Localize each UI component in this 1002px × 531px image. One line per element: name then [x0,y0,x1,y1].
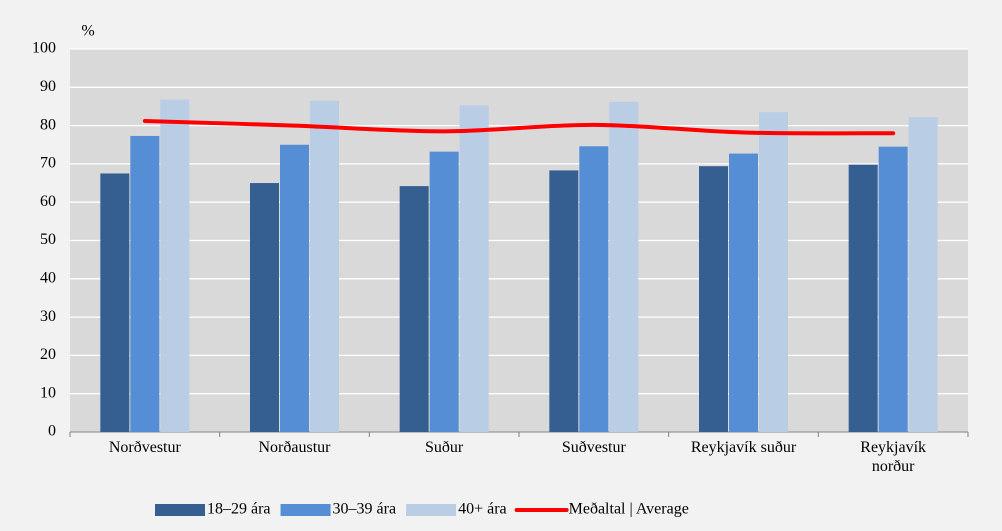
bar [609,101,639,432]
y-tick-label: 70 [40,155,56,172]
y-tick-label: 100 [32,40,56,57]
bar [729,153,758,432]
y-axis-label: % [81,23,94,40]
legend-label: 18–29 ára [207,501,271,518]
legend-swatch [155,504,205,516]
bar [759,112,788,432]
x-tick-label: Suðvestur [561,439,626,456]
x-tick-label: Reykjavík suður [690,439,797,456]
y-tick-label: 60 [40,193,56,210]
y-tick-label: 50 [40,231,56,248]
average-line [142,119,896,136]
bar [459,105,489,433]
legend-swatch [280,504,331,516]
legend-label: Meðaltal | Average [569,501,689,518]
bar [310,100,339,432]
bar [429,151,459,433]
y-tick-label: 10 [40,384,56,401]
y-tick-label: 30 [40,308,56,325]
x-tick-label: Reykjavík norður [860,439,927,475]
bar [699,166,728,432]
bar [908,117,938,432]
y-tick-label: 0 [48,423,56,440]
y-tick-label: 80 [40,116,56,133]
bar [848,164,878,432]
bar [549,170,579,432]
bar [280,144,309,432]
bar [130,135,160,433]
x-tick-label: Norðvestur [108,439,181,456]
legend-label: 40+ ára [458,501,507,518]
bar [250,183,279,432]
bar [579,146,609,433]
y-tick-label: 40 [40,269,56,286]
y-tick-label: 20 [40,346,56,363]
bar [100,173,130,432]
x-tick-label: Norðaustur [258,439,331,456]
legend-swatch [406,504,457,516]
bar [160,99,190,432]
y-tick-label: 90 [40,78,56,95]
bar [878,146,908,433]
legend-label: 30–39 ára [333,501,397,518]
bar [399,186,429,432]
x-tick-label: Suður [425,439,464,456]
